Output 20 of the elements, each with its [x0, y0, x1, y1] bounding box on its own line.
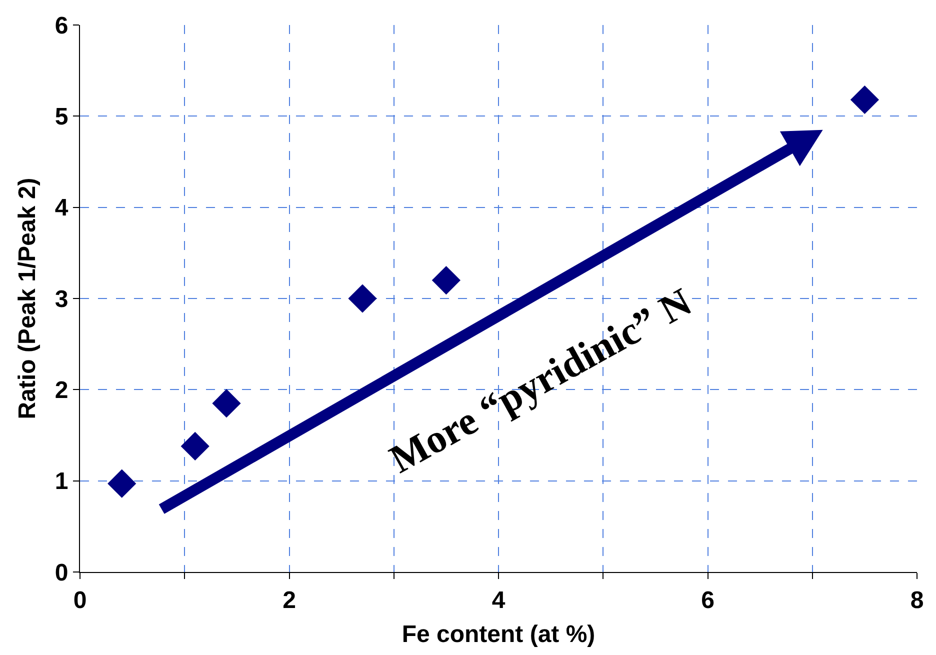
point	[180, 432, 210, 460]
y-tick-label: 0	[54, 559, 68, 586]
point	[108, 469, 136, 498]
point	[212, 389, 241, 418]
point	[348, 284, 377, 313]
point	[850, 85, 879, 114]
y-axis-title: Ratio (Peak 1/Peak 2)	[14, 178, 41, 420]
y-tick-label: 4	[54, 194, 69, 222]
x-tick-label: 4	[492, 586, 506, 614]
y-tick-label: 6	[54, 12, 68, 40]
x-tick-label: 2	[282, 586, 296, 614]
y-tick-label: 5	[54, 104, 68, 131]
x-axis-title: Fe content (at %)	[402, 621, 596, 648]
y-tick-label: 2	[54, 377, 68, 404]
x-tick-label: 6	[701, 586, 714, 614]
y-tick-label: 1	[54, 468, 68, 496]
point	[432, 266, 460, 295]
x-tick-label: 0	[73, 586, 87, 614]
y-tick-label: 3	[54, 286, 68, 313]
x-tick-label: 8	[910, 586, 924, 614]
